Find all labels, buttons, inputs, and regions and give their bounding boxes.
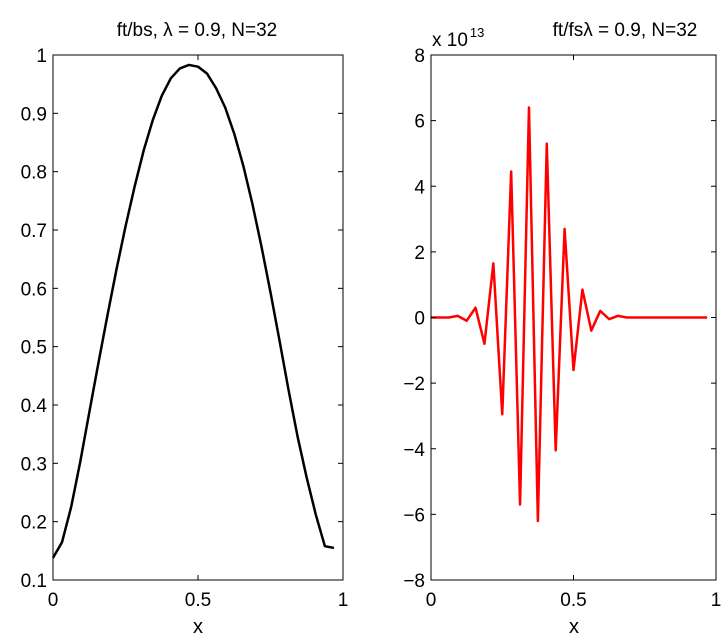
right-y-tick-label: 6	[414, 112, 425, 133]
left-y-ticks: 0.1 0.2 0.3 0.4 0.5 0.6 0.7 0.8 0.9 1	[21, 46, 343, 592]
left-plot-frame	[52, 54, 344, 581]
left-y-tick-label: 0.8	[21, 163, 47, 184]
right-chart-title: ft/fsλ = 0.9, N=32	[553, 20, 698, 41]
right-y-ticks: −8 −6 −4 −2 0 2 4 6 8	[403, 46, 716, 592]
left-x-tick-label: 1	[338, 590, 349, 611]
left-y-tick-label: 0.2	[21, 513, 47, 534]
left-y-tick-label: 0.1	[21, 571, 47, 592]
left-x-tick-label: 0.5	[185, 590, 211, 611]
right-y-tick-label: −2	[403, 374, 425, 395]
right-y-tick-label: −6	[403, 505, 425, 526]
left-y-tick-label: 0.9	[21, 104, 47, 125]
right-y-tick-label: 0	[414, 309, 425, 330]
right-subplot: ft/fsλ = 0.9, N=32 x 10 13 −8−6−4−202468 …	[403, 20, 721, 638]
right-x-ticks: 0 0.5 1	[426, 55, 722, 611]
left-y-tick-label: 0.7	[21, 221, 47, 242]
left-y-tick-label: 0.3	[21, 454, 47, 475]
right-y-tick-label: 4	[414, 177, 425, 198]
right-x-tick-label: 0.5	[560, 590, 586, 611]
left-y-tick-label: 0.4	[21, 396, 48, 417]
right-y-exponent: x 10 13	[432, 25, 484, 51]
right-y-exponent-base: x 10	[432, 30, 468, 51]
right-y-tick-label: −8	[403, 571, 425, 592]
left-x-ticks: 0 0.5 1	[48, 55, 349, 611]
left-subplot: ft/bs, λ = 0.9, N=32 0.10.20.30.40.50.60…	[21, 20, 349, 638]
left-y-tick-label: 1	[36, 46, 47, 67]
right-y-tick-label: 8	[414, 46, 425, 67]
right-x-axis-label: x	[569, 616, 579, 638]
left-y-tick-label: 0.5	[21, 338, 47, 359]
right-y-tick-label: −4	[403, 440, 425, 461]
left-series-line	[51, 63, 335, 559]
left-x-tick-label: 0	[48, 590, 59, 611]
right-x-tick-label: 0	[426, 590, 437, 611]
right-y-exponent-power: 13	[470, 25, 484, 40]
right-x-tick-label: 1	[711, 590, 722, 611]
left-x-axis-label: x	[193, 616, 203, 638]
right-y-tick-label: 2	[414, 243, 425, 264]
left-chart-title: ft/bs, λ = 0.9, N=32	[117, 20, 278, 41]
right-series-line	[431, 106, 708, 523]
left-y-tick-label: 0.6	[21, 279, 47, 300]
